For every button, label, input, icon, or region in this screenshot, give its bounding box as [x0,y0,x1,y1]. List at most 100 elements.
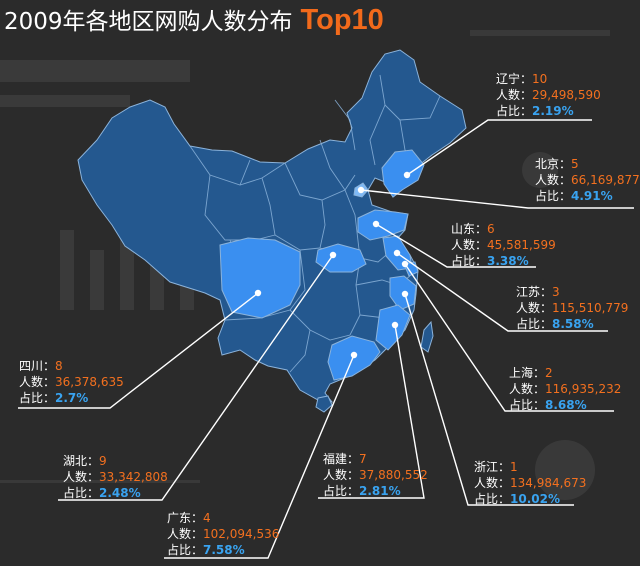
region-rank: 3 [552,285,560,299]
label-row-region: 湖北：9 [63,453,168,469]
region-rank: 7 [359,452,367,466]
people-label: 人数： [516,301,553,315]
label-row-people: 人数：134,984,673 [474,475,586,491]
label-row-share: 占比：2.48% [63,485,168,501]
label-row-region: 福建：7 [323,451,428,467]
leader-line-2 [406,119,592,176]
region-rank: 6 [487,222,495,236]
label-row-region: 山东：6 [451,221,556,237]
region-rank: 4 [203,511,211,525]
people-label: 人数： [19,375,56,389]
region-liaoning [381,149,425,198]
region-sichuan [219,237,301,319]
region-separator: ： [520,72,533,86]
region-name: 浙江 [474,460,499,474]
people-value: 116,935,232 [545,382,622,396]
label-row-people: 人数：29,498,590 [496,87,601,103]
region-name: 北京 [535,157,560,171]
share-label: 占比： [496,104,533,118]
share-label: 占比： [474,492,511,506]
leader-line-0 [404,263,614,412]
leader-line-7 [164,354,355,559]
label-row-share: 占比：2.81% [323,483,428,499]
people-value: 102,094,536 [203,527,280,541]
region-label-3: 山东：6 人数：45,581,599 占比：3.38% [451,221,556,269]
region-fujian [375,304,411,351]
label-row-region: 浙江：1 [474,459,586,475]
share-label: 占比： [509,398,546,412]
region-separator: ： [43,359,56,373]
region-name: 上海 [509,366,534,380]
label-row-region: 广东：4 [167,510,279,526]
region-label-2: 辽宁：10 人数：29,498,590 占比：2.19% [496,71,601,119]
china-mainland-outline [77,49,467,403]
leader-line-1 [360,189,634,209]
people-label: 人数： [63,470,100,484]
label-row-share: 占比：2.7% [19,390,124,406]
region-rank: 5 [571,157,579,171]
label-row-share: 占比：3.38% [451,253,556,269]
share-label: 占比： [167,543,204,557]
share-value: 7.58% [203,543,245,557]
share-label: 占比： [63,486,100,500]
location-dot-4 [393,249,401,257]
page-title: 2009年各地区网购人数分布 Top10 [4,2,384,37]
people-label: 人数： [496,88,533,102]
region-name: 四川 [19,359,44,373]
region-separator: ： [347,452,360,466]
region-name: 江苏 [516,285,541,299]
label-row-region: 辽宁：10 [496,71,601,87]
region-label-4: 江苏：3 人数：115,510,779 占比：8.58% [516,284,628,332]
label-row-region: 江苏：3 [516,284,628,300]
highlighted-provinces [219,149,425,381]
region-name: 山东 [451,222,476,236]
region-separator: ： [533,366,546,380]
share-label: 占比： [451,254,488,268]
map-base [77,49,467,413]
region-label-6: 福建：7 人数：37,880,552 占比：2.81% [323,451,428,499]
location-dot-7 [350,351,358,359]
share-label: 占比： [535,189,572,203]
people-value: 36,378,635 [55,375,124,389]
label-row-people: 人数：36,378,635 [19,374,124,390]
people-label: 人数： [323,468,360,482]
share-value: 3.38% [487,254,529,268]
share-value: 8.68% [545,398,587,412]
location-dots [254,171,411,359]
title-accent: Top10 [300,4,384,36]
taiwan-island [420,320,434,353]
share-value: 2.19% [532,104,574,118]
location-dot-9 [254,289,262,297]
leader-line-3 [375,223,536,268]
label-row-people: 人数：33,342,808 [63,469,168,485]
people-value: 66,169,877 [571,173,640,187]
region-rank: 8 [55,359,63,373]
region-name: 辽宁 [496,72,521,86]
share-value: 2.81% [359,484,401,498]
region-rank: 10 [532,72,548,86]
location-dot-0 [401,260,409,268]
label-row-people: 人数：37,880,552 [323,467,428,483]
leader-lines [18,119,634,559]
label-row-share: 占比：2.19% [496,103,601,119]
label-row-region: 北京：5 [535,156,640,172]
location-dot-3 [372,220,380,228]
label-row-region: 四川：8 [19,358,124,374]
region-separator: ： [540,285,553,299]
label-row-share: 占比：10.02% [474,491,586,507]
region-name: 福建 [323,452,348,466]
leader-line-5 [404,293,574,506]
people-label: 人数： [167,527,204,541]
location-dot-1 [357,186,365,194]
share-value: 4.91% [571,189,613,203]
region-shandong [357,209,409,241]
label-row-people: 人数：115,510,779 [516,300,628,316]
title-prefix: 2009年各地区网购人数分布 [4,9,293,35]
people-value: 134,984,673 [510,476,587,490]
region-label-5: 浙江：1 人数：134,984,673 占比：10.02% [474,459,586,507]
region-separator: ： [191,511,204,525]
region-label-1: 北京：5 人数：66,169,877 占比：4.91% [535,156,640,204]
share-value: 2.48% [99,486,141,500]
region-label-0: 上海：2 人数：116,935,232 占比：8.68% [509,365,621,413]
